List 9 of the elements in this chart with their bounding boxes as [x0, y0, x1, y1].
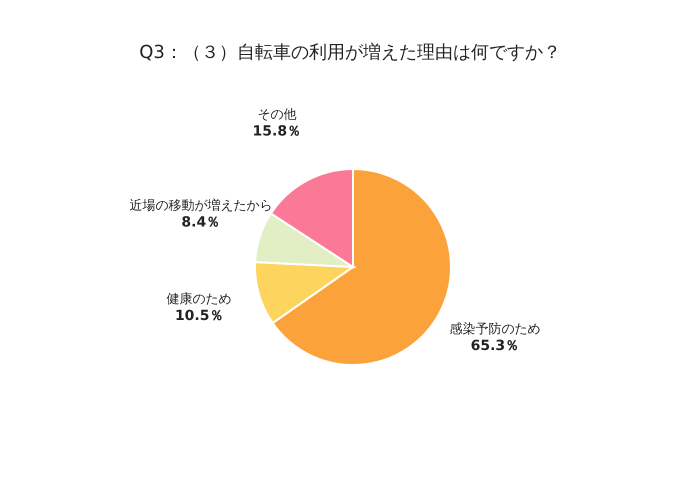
data-label: 8.4％ [181, 214, 220, 231]
data-label: 10.5％ [174, 308, 224, 324]
slice-label: その他 [257, 107, 296, 122]
chart-title: Q3：（３）自転車の利用が増えた理由は何ですか？ [138, 41, 562, 64]
slice-label: 感染予防のため [449, 322, 540, 337]
data-label: 15.8％ [252, 123, 302, 140]
data-label: 65.3％ [470, 338, 520, 354]
slice-label: 健康のため [166, 292, 232, 308]
slice-label: 近場の移動が増えたから [129, 198, 272, 214]
